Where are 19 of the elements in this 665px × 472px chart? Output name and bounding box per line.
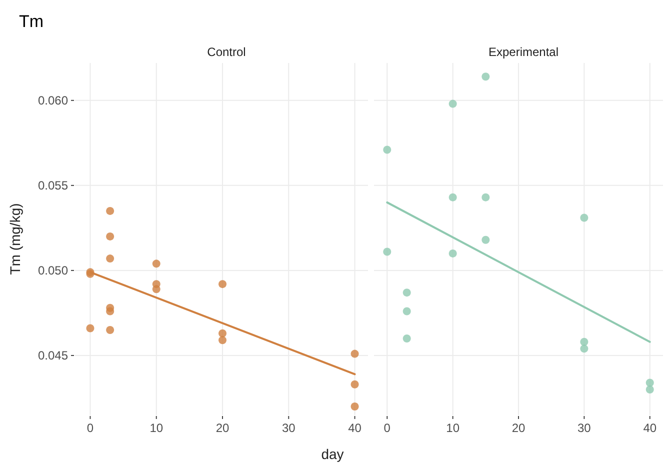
- y-tick-label: 0.055: [38, 178, 68, 192]
- y-tick-label: 0.045: [38, 348, 68, 362]
- x-tick-label: 30: [578, 421, 592, 435]
- y-axis-title: Tm (mg/kg): [7, 203, 23, 275]
- chart-subtitle: Control: [207, 45, 246, 59]
- x-tick-label: 20: [216, 421, 230, 435]
- x-tick-label: 40: [348, 421, 362, 435]
- chart-title: Tm: [19, 12, 44, 31]
- x-tick-label: 30: [282, 421, 296, 435]
- x-tick-label: 20: [512, 421, 526, 435]
- x-tick-label: 0: [86, 421, 94, 435]
- chart-subtitle: Experimental: [488, 45, 559, 59]
- x-tick-label: 10: [446, 421, 460, 435]
- x-tick-label: 10: [150, 421, 164, 435]
- x-tick-label: 0: [384, 421, 391, 435]
- y-tick-label: 0.060: [38, 93, 68, 108]
- x-tick-label: 40: [643, 421, 657, 435]
- y-tick-label: 0.050: [38, 263, 68, 278]
- x-axis-title: day: [320, 446, 345, 462]
